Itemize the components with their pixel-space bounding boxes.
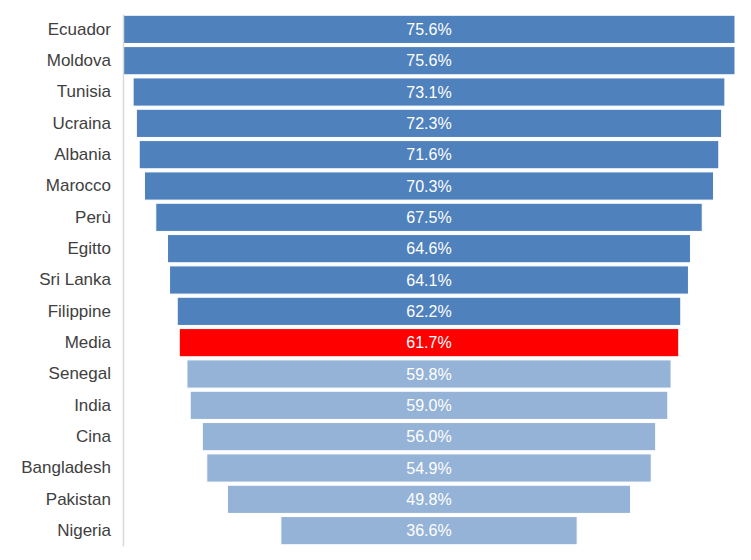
bar — [144, 172, 713, 200]
data-label: 64.6% — [406, 240, 451, 257]
tick-label: Senegal — [49, 364, 111, 383]
tick: Tunisia — [57, 82, 123, 101]
bar — [190, 391, 668, 419]
tick: Pakistan — [46, 490, 123, 509]
bar — [207, 454, 651, 482]
chart-container: 75.6% 75.6% 73.1% 72.3% 71.6% 70.3% 67.5% 64.6%… — [0, 0, 751, 560]
bars — [123, 15, 735, 544]
bar — [202, 423, 655, 451]
data-label: 62.2% — [406, 303, 451, 320]
data-label: 73.1% — [406, 84, 451, 101]
data-label: 70.3% — [406, 178, 451, 195]
bar — [123, 15, 735, 43]
tick: India — [74, 396, 123, 415]
tick: Senegal — [49, 364, 123, 383]
bar — [139, 141, 719, 169]
data-labels: 75.6% 75.6% 73.1% 72.3% 71.6% 70.3% 67.5% 64.6%… — [406, 21, 451, 539]
tick-label: Albania — [54, 145, 111, 164]
tick: Sri Lanka — [39, 270, 123, 289]
tick: Media — [65, 333, 123, 352]
bar — [170, 266, 689, 294]
plot-area: 75.6% 75.6% 73.1% 72.3% 71.6% 70.3% 67.5% 64.6%… — [21, 15, 735, 547]
bar — [133, 78, 725, 106]
tick-label: Pakistan — [46, 490, 111, 509]
data-label: 59.0% — [406, 397, 451, 414]
y-axis: Ecuador Moldova Tunisia Ucraina Albania Maroc… — [21, 15, 123, 547]
tick: Nigeria — [57, 521, 123, 540]
data-label: 61.7% — [406, 334, 451, 351]
tick: Marocco — [46, 176, 123, 195]
tick-label: Perù — [75, 208, 111, 227]
bar — [168, 235, 691, 263]
bar — [156, 203, 702, 231]
tick-label: Bangladesh — [21, 458, 111, 477]
tick: Filippine — [48, 302, 123, 321]
data-label: 75.6% — [406, 52, 451, 69]
tick-label: Cina — [76, 427, 112, 446]
chart-svg: 75.6% 75.6% 73.1% 72.3% 71.6% 70.3% 67.5% 64.6%… — [0, 0, 751, 560]
data-label: 67.5% — [406, 209, 451, 226]
bar — [123, 47, 735, 75]
data-label: 72.3% — [406, 115, 451, 132]
tick: Ecuador — [48, 20, 123, 39]
data-label: 71.6% — [406, 146, 451, 163]
tick-label: Nigeria — [57, 521, 111, 540]
tick-label: India — [74, 396, 111, 415]
tick: Albania — [54, 145, 123, 164]
tick-label: Ucraina — [52, 114, 111, 133]
data-label: 36.6% — [406, 522, 451, 539]
tick-label: Egitto — [68, 239, 111, 258]
tick-label: Tunisia — [57, 82, 112, 101]
tick-label: Sri Lanka — [39, 270, 111, 289]
tick-label: Filippine — [48, 302, 111, 321]
data-label: 49.8% — [406, 491, 451, 508]
tick: Ucraina — [52, 114, 123, 133]
tick: Egitto — [68, 239, 123, 258]
data-label: 64.1% — [406, 272, 451, 289]
tick: Perù — [75, 208, 123, 227]
tick-label: Media — [65, 333, 112, 352]
bar — [187, 360, 671, 388]
data-label: 54.9% — [406, 460, 451, 477]
tick: Cina — [76, 427, 123, 446]
data-label: 59.8% — [406, 366, 451, 383]
data-label: 75.6% — [406, 21, 451, 38]
bar — [281, 517, 577, 545]
tick: Bangladesh — [21, 458, 123, 477]
data-label: 56.0% — [406, 428, 451, 445]
tick-label: Ecuador — [48, 20, 112, 39]
bar — [179, 329, 678, 357]
tick: Moldova — [47, 51, 123, 70]
bar — [227, 485, 630, 513]
tick-label: Moldova — [47, 51, 112, 70]
tick-label: Marocco — [46, 176, 111, 195]
bar — [136, 109, 721, 137]
axis-line — [123, 15, 125, 547]
bar — [177, 297, 681, 325]
